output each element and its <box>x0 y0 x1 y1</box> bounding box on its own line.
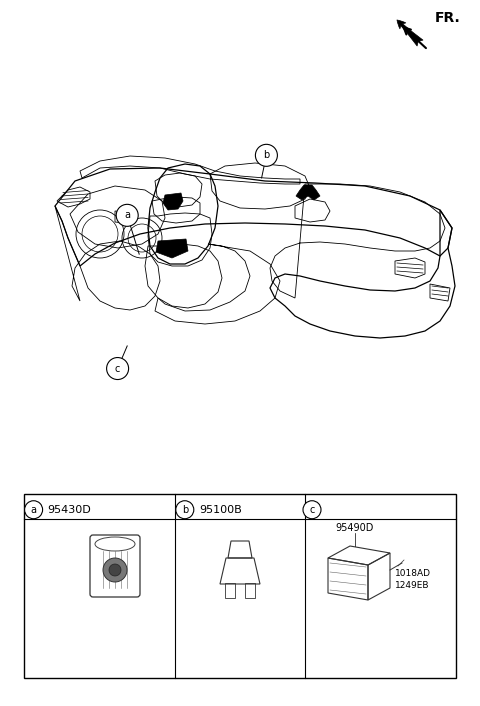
Text: a: a <box>124 210 130 220</box>
Circle shape <box>116 204 138 227</box>
Circle shape <box>176 501 194 519</box>
Text: b: b <box>181 505 188 515</box>
Text: a: a <box>31 505 36 515</box>
Polygon shape <box>163 193 183 210</box>
Circle shape <box>103 558 127 582</box>
Text: b: b <box>263 150 270 160</box>
Circle shape <box>109 564 121 576</box>
Circle shape <box>107 357 129 380</box>
Circle shape <box>24 501 43 519</box>
Text: 95100B: 95100B <box>199 505 241 515</box>
Text: FR.: FR. <box>435 11 461 25</box>
Text: 1249EB: 1249EB <box>395 582 430 590</box>
Polygon shape <box>296 185 320 200</box>
Text: c: c <box>309 505 315 515</box>
Polygon shape <box>156 239 188 258</box>
Text: 1018AD: 1018AD <box>395 568 431 578</box>
Text: 95490D: 95490D <box>336 523 374 533</box>
Text: c: c <box>115 364 120 373</box>
Circle shape <box>255 144 277 167</box>
Text: 95430D: 95430D <box>48 505 91 515</box>
Circle shape <box>303 501 321 519</box>
